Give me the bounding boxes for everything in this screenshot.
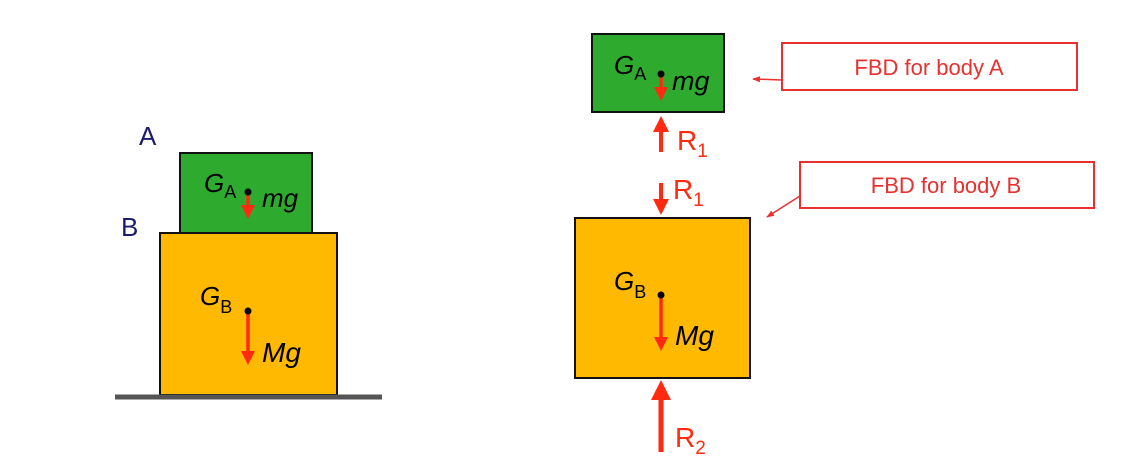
fbd-weight-label-b: Mg: [675, 320, 714, 351]
weight-label-b: Mg: [262, 337, 301, 368]
fbd-centroid-b: [657, 291, 665, 299]
callout-b-box: [799, 161, 1095, 209]
label-a: A: [139, 121, 157, 151]
callout-a-text: FBD for body A: [854, 55, 1004, 80]
callout-a-box: [781, 42, 1078, 91]
callout-b-pointer: [766, 195, 801, 218]
fbd-ga-label: GA: [614, 50, 646, 84]
centroid-a: [244, 188, 252, 196]
fbd-gb-label: GB: [614, 266, 646, 302]
callout-a-pointer: [752, 76, 783, 83]
label-b: B: [121, 212, 138, 242]
gb-label: GB: [200, 281, 232, 317]
ga-label: GA: [204, 168, 236, 202]
fbd-centroid-a: [657, 70, 665, 78]
reaction-r2-label: R2: [675, 422, 706, 459]
centroid-b: [244, 307, 252, 315]
weight-label-a: mg: [262, 183, 299, 213]
reaction-r1-down-label: R1: [673, 174, 704, 211]
callout-b-text: FBD for body B: [871, 173, 1021, 198]
fbd-weight-label-a: mg: [672, 66, 710, 96]
reaction-r1-up-label: R1: [677, 125, 708, 162]
